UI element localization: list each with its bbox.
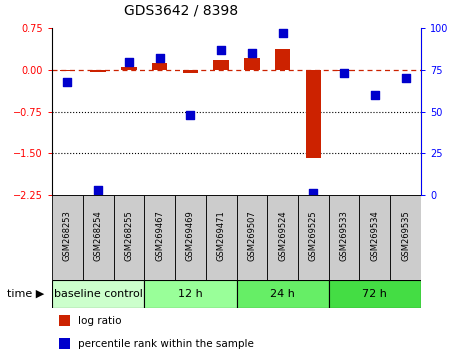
- Bar: [52, 280, 144, 308]
- Bar: [60, 315, 70, 326]
- Bar: [183, 70, 198, 73]
- Point: [217, 47, 225, 53]
- Bar: [213, 60, 229, 70]
- Bar: [83, 195, 114, 280]
- Bar: [175, 195, 206, 280]
- Point: [402, 75, 410, 81]
- Point: [125, 59, 132, 64]
- Point: [310, 190, 317, 196]
- Bar: [236, 195, 267, 280]
- Bar: [152, 63, 167, 70]
- Text: GSM269525: GSM269525: [309, 210, 318, 261]
- Text: GSM269507: GSM269507: [247, 210, 256, 261]
- Text: percentile rank within the sample: percentile rank within the sample: [78, 339, 254, 349]
- Text: GSM268253: GSM268253: [63, 210, 72, 261]
- Bar: [390, 195, 421, 280]
- Point: [279, 30, 287, 36]
- Text: GSM269534: GSM269534: [370, 210, 379, 261]
- Text: baseline control: baseline control: [54, 289, 142, 299]
- Point: [186, 112, 194, 118]
- Bar: [267, 195, 298, 280]
- Text: GSM269535: GSM269535: [401, 210, 410, 261]
- Bar: [306, 70, 321, 158]
- Point: [94, 187, 102, 193]
- Bar: [244, 58, 260, 70]
- Bar: [144, 280, 236, 308]
- Text: GSM269469: GSM269469: [186, 210, 195, 261]
- Text: GSM269471: GSM269471: [217, 210, 226, 261]
- Text: 24 h: 24 h: [270, 289, 295, 299]
- Bar: [52, 195, 83, 280]
- Text: 12 h: 12 h: [178, 289, 203, 299]
- Bar: [236, 280, 329, 308]
- Bar: [60, 338, 70, 349]
- Bar: [144, 195, 175, 280]
- Bar: [206, 195, 236, 280]
- Text: GSM268255: GSM268255: [124, 210, 133, 261]
- Bar: [298, 195, 329, 280]
- Bar: [329, 280, 421, 308]
- Point: [63, 79, 71, 84]
- Point: [341, 70, 348, 76]
- Bar: [114, 195, 144, 280]
- Bar: [275, 49, 290, 70]
- Bar: [329, 195, 359, 280]
- Text: GDS3642 / 8398: GDS3642 / 8398: [124, 4, 238, 18]
- Bar: [336, 70, 352, 71]
- Bar: [60, 70, 75, 71]
- Bar: [121, 67, 137, 70]
- Text: GSM269524: GSM269524: [278, 210, 287, 261]
- Text: 72 h: 72 h: [362, 289, 387, 299]
- Bar: [359, 195, 390, 280]
- Text: GSM269533: GSM269533: [340, 210, 349, 261]
- Point: [248, 51, 255, 56]
- Point: [156, 56, 164, 61]
- Text: GSM269467: GSM269467: [155, 210, 164, 261]
- Point: [371, 92, 378, 98]
- Text: GSM268254: GSM268254: [94, 210, 103, 261]
- Text: log ratio: log ratio: [78, 316, 122, 326]
- Bar: [90, 70, 106, 72]
- Text: time ▶: time ▶: [7, 289, 44, 299]
